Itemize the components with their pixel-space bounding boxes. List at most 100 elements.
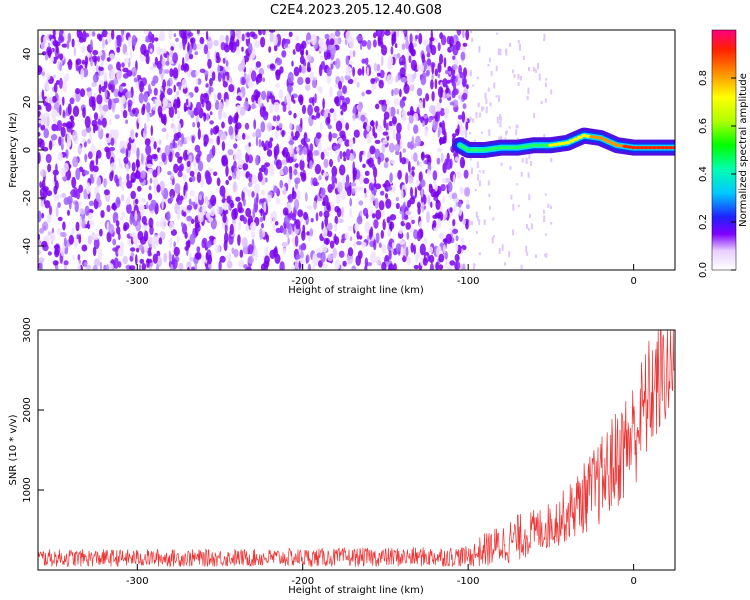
noise-speck <box>482 170 485 174</box>
noise-speck <box>168 250 172 263</box>
noise-speck <box>96 176 102 188</box>
noise-speck <box>342 85 347 94</box>
noise-speck <box>323 158 329 168</box>
noise-speck <box>174 183 181 194</box>
noise-speck <box>126 173 130 182</box>
noise-speck <box>172 138 176 149</box>
noise-speck <box>477 102 480 108</box>
noise-speck <box>166 132 169 140</box>
noise-speck <box>444 210 448 219</box>
noise-speck <box>375 103 380 110</box>
noise-speck <box>46 213 52 224</box>
noise-speck <box>79 208 85 215</box>
noise-speck <box>184 63 190 72</box>
noise-speck <box>459 156 465 169</box>
noise-speck <box>321 227 328 239</box>
noise-speck <box>382 139 388 145</box>
spectrogram-y-label: Frequency (Hz) <box>8 112 19 188</box>
noise-speck <box>129 49 133 60</box>
noise-speck <box>143 128 148 141</box>
noise-speck <box>260 121 266 133</box>
noise-speck <box>145 144 152 156</box>
noise-speck <box>425 70 430 77</box>
noise-speck <box>409 105 414 116</box>
noise-speck <box>181 78 187 90</box>
noise-speck <box>314 93 317 104</box>
noise-speck <box>254 183 260 194</box>
noise-speck <box>183 184 186 197</box>
noise-speck <box>491 236 494 244</box>
noise-speck <box>389 106 396 117</box>
noise-speck <box>279 225 284 234</box>
noise-speck <box>432 220 437 228</box>
noise-speck <box>550 89 553 95</box>
noise-speck <box>41 179 46 192</box>
spectrogram-x-ticks: -300 -200 -100 0 <box>126 264 637 287</box>
noise-speck <box>252 132 256 138</box>
noise-speck <box>95 154 99 166</box>
noise-speck <box>218 101 224 112</box>
noise-speck <box>274 221 279 226</box>
noise-speck <box>182 174 187 181</box>
noise-speck <box>179 163 184 172</box>
noise-speck <box>41 212 44 219</box>
noise-speck <box>419 100 422 109</box>
noise-speck <box>206 38 213 50</box>
noise-speck <box>81 244 88 252</box>
noise-speck <box>322 262 328 269</box>
signal-point <box>659 146 666 150</box>
noise-speck <box>287 213 294 219</box>
noise-speck <box>197 128 201 140</box>
noise-speck <box>512 203 515 211</box>
noise-speck <box>402 96 407 101</box>
noise-speck <box>378 200 385 211</box>
noise-speck <box>384 157 389 163</box>
noise-speck <box>115 178 120 187</box>
noise-speck <box>381 55 384 66</box>
noise-speck <box>154 37 159 42</box>
noise-speck <box>99 106 103 116</box>
noise-speck <box>288 140 295 145</box>
noise-speck <box>97 118 101 125</box>
noise-speck <box>395 202 400 210</box>
noise-speck <box>245 171 250 178</box>
noise-speck <box>138 263 142 270</box>
noise-speck <box>210 128 214 136</box>
noise-speck <box>297 94 304 103</box>
noise-speck <box>179 30 184 38</box>
noise-speck <box>477 174 480 181</box>
noise-speck <box>452 198 460 203</box>
noise-speck <box>222 57 226 64</box>
noise-speck <box>98 84 102 94</box>
noise-speck <box>102 104 109 112</box>
snr-y-tick-label: 1000 <box>22 477 33 502</box>
noise-speck <box>410 59 417 71</box>
noise-speck <box>463 67 467 78</box>
noise-speck <box>153 234 157 246</box>
noise-speck <box>396 108 400 115</box>
noise-speck <box>535 254 537 259</box>
noise-speck <box>94 258 101 267</box>
noise-speck <box>385 193 388 199</box>
noise-speck <box>423 114 428 119</box>
noise-speck <box>149 266 152 270</box>
noise-speck <box>215 51 220 60</box>
spectrogram-x-tick-label: -100 <box>457 276 480 287</box>
noise-speck <box>147 168 154 175</box>
noise-speck <box>545 252 548 258</box>
noise-speck <box>382 218 386 231</box>
noise-speck <box>315 194 318 201</box>
noise-speck <box>458 205 463 216</box>
noise-speck <box>134 210 138 222</box>
noise-speck <box>300 259 305 265</box>
noise-speck <box>544 98 547 103</box>
noise-speck <box>117 247 124 257</box>
noise-speck <box>405 39 409 50</box>
noise-speck <box>257 96 262 108</box>
noise-speck <box>156 46 162 56</box>
noise-speck <box>309 228 314 237</box>
noise-speck <box>355 255 362 266</box>
noise-speck <box>62 109 66 118</box>
noise-speck <box>82 107 86 118</box>
noise-speck <box>255 91 261 97</box>
